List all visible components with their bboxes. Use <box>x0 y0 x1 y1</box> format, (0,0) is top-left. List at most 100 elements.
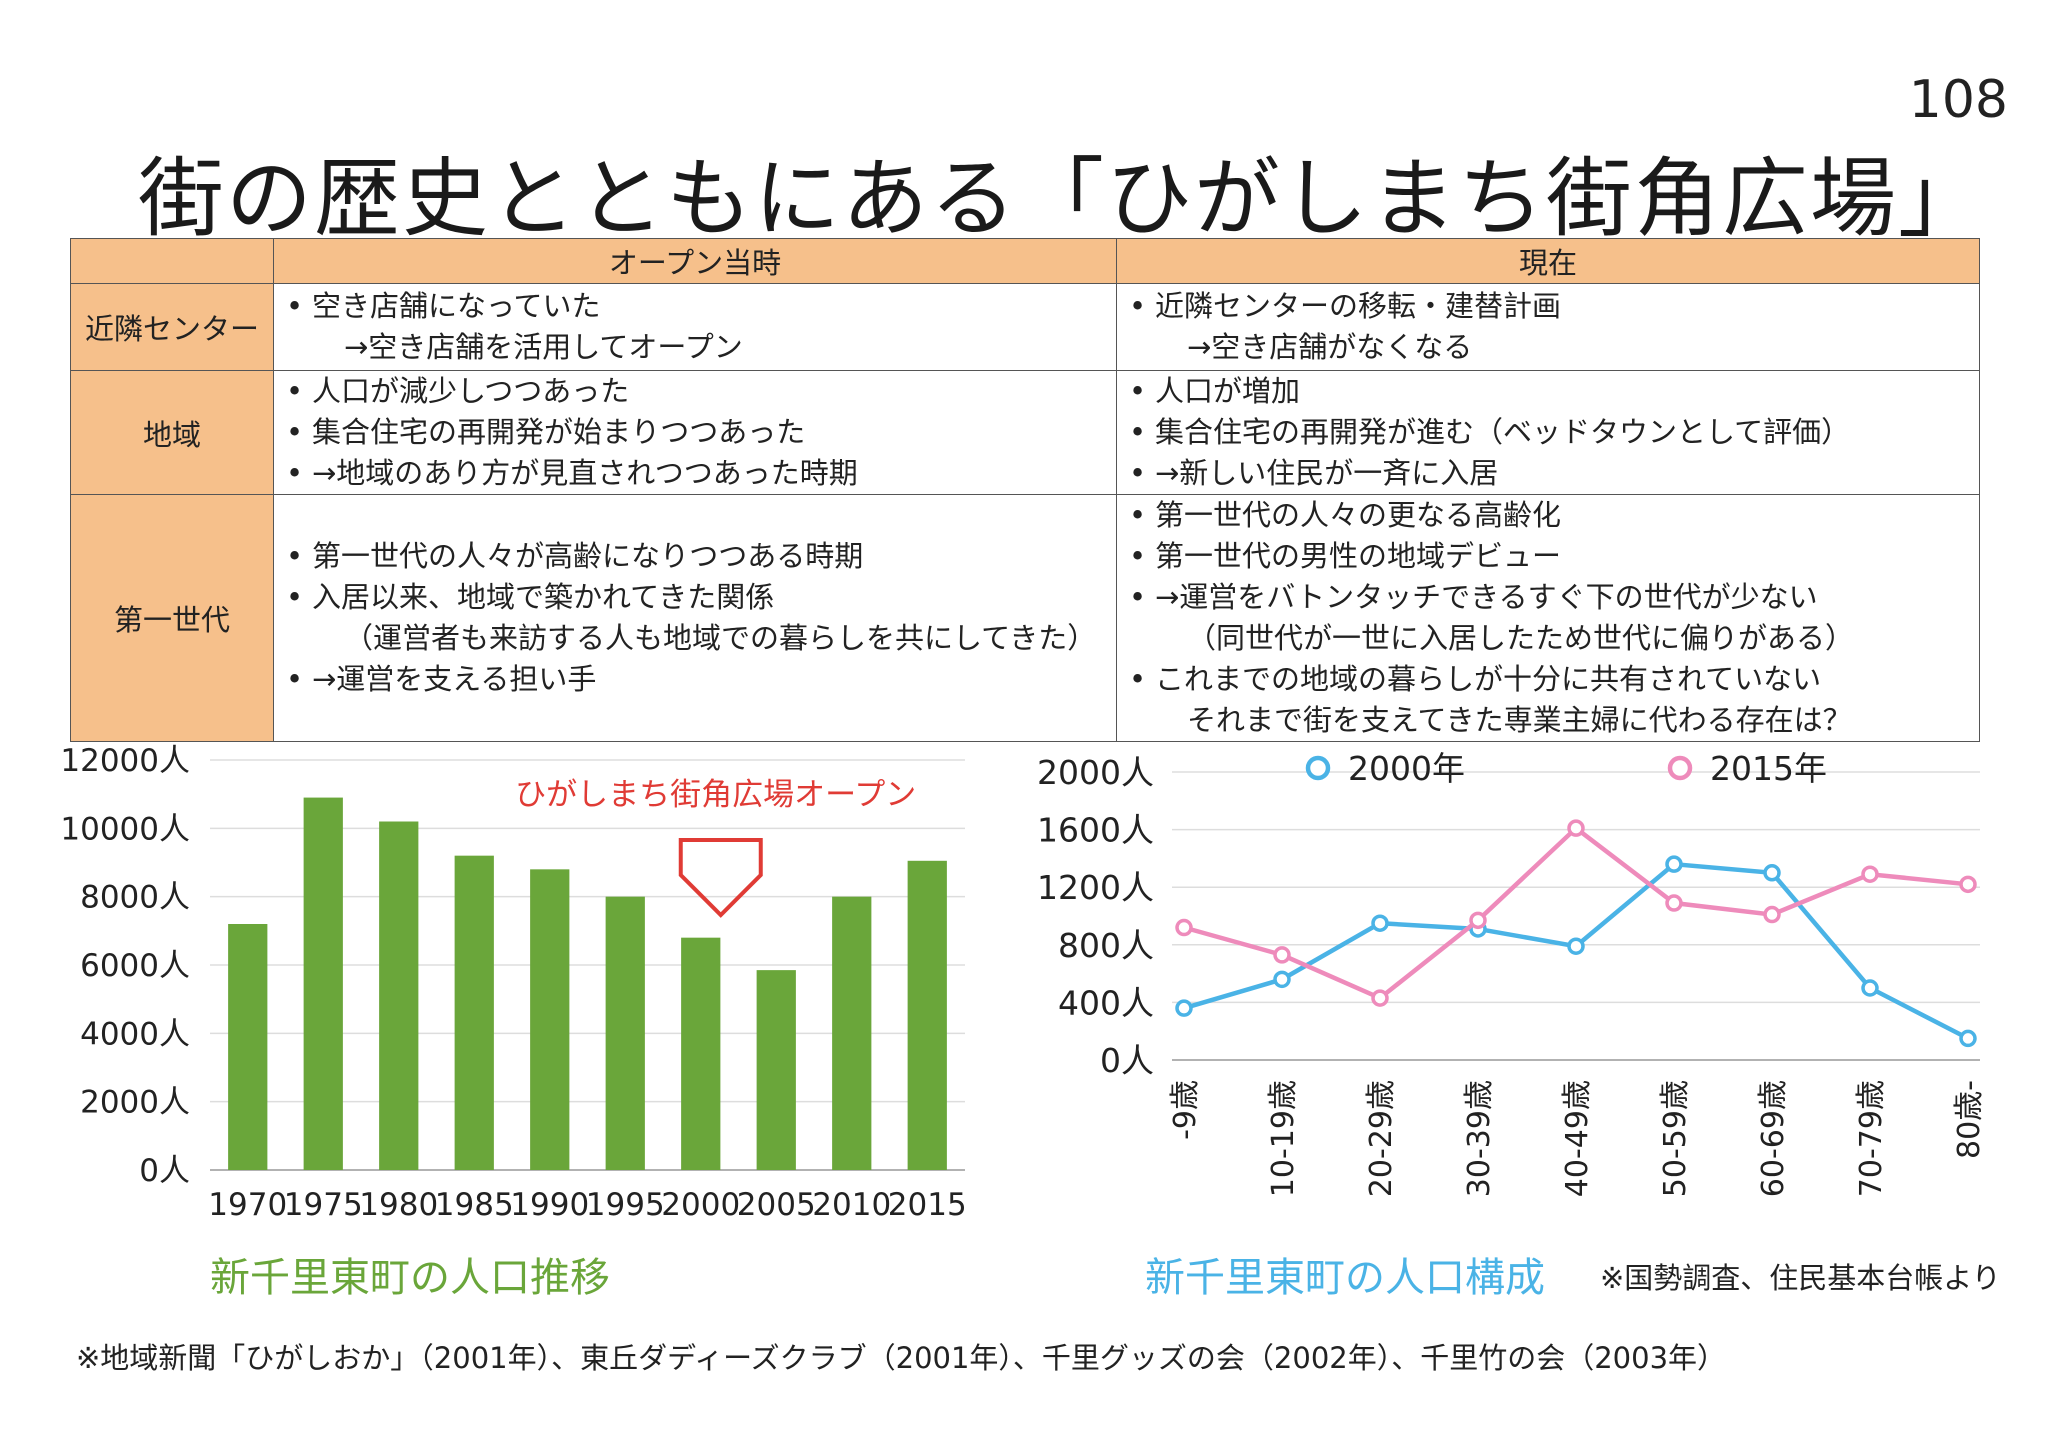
x-tick-label: 60-69歳 <box>1756 1080 1791 1197</box>
annotation-label: ひがしまち街角広場オープン <box>515 777 916 813</box>
open-cell: 人口が減少しつつあった集合住宅の再開発が始まりつつあった→地域のあり方が見直され… <box>273 370 1117 495</box>
data-point <box>1959 875 1977 894</box>
data-point <box>1567 819 1585 837</box>
x-tick-label: -9歳 <box>1168 1080 1203 1140</box>
bar <box>303 797 343 1170</box>
data-point <box>1371 989 1389 1007</box>
y-tick-label: 2000人 <box>1037 753 1154 792</box>
data-point <box>1273 946 1291 964</box>
data-point <box>1665 894 1683 912</box>
x-tick-label: 40-49歳 <box>1560 1080 1595 1197</box>
bar <box>530 869 570 1170</box>
bar <box>907 860 947 1170</box>
table-row: 地域 人口が減少しつつあった集合住宅の再開発が始まりつつあった→地域のあり方が見… <box>70 370 1980 495</box>
bar <box>681 937 721 1170</box>
bar-chart-title: 新千里東町の人口推移 <box>210 1255 610 1301</box>
bar <box>756 970 796 1170</box>
x-tick-label: 1990 <box>510 1187 589 1223</box>
x-tick-label: 2015 <box>888 1187 967 1223</box>
line-chart-title: 新千里東町の人口構成 <box>1145 1255 1545 1301</box>
bar <box>228 924 268 1170</box>
cell-line: 空き店舗になっていた <box>284 286 1106 327</box>
legend-marker <box>1305 755 1331 781</box>
y-tick-label: 1200人 <box>1037 868 1154 907</box>
x-tick-label: 1985 <box>435 1187 514 1223</box>
data-point <box>1567 937 1585 955</box>
data-point <box>1861 979 1879 997</box>
y-tick-label: 0人 <box>1100 1041 1154 1080</box>
cell-line: （運営者も来訪する人も地域での暮らしを共にしてきた） <box>344 621 1097 655</box>
cell-line: →地域のあり方が見直されつつあった時期 <box>284 453 1106 494</box>
x-tick-label: 80歳- <box>1952 1080 1987 1159</box>
x-tick-label: 1980 <box>359 1187 438 1223</box>
cell-line: 近隣センターの移転・建替計画 <box>1127 286 1969 327</box>
x-tick-label: 2005 <box>737 1187 816 1223</box>
bar <box>605 896 645 1170</box>
cell-line: →空き店舗を活用してオープン <box>344 330 743 364</box>
population-bar-chart: 0人2000人4000人6000人8000人10000人12000人197019… <box>60 743 967 1223</box>
y-tick-label: 0人 <box>139 1153 190 1189</box>
header-now: 現在 <box>1116 238 1980 284</box>
data-point <box>1763 864 1781 882</box>
now-cell: 近隣センターの移転・建替計画→空き店舗がなくなる <box>1116 283 1980 371</box>
row-label: 地域 <box>70 370 274 495</box>
y-tick-label: 6000人 <box>80 948 190 984</box>
footnote: ※地域新聞「ひがしおか」（2001年）、東丘ダディーズクラブ（2001年）、千里… <box>76 1341 1727 1375</box>
bar <box>454 855 494 1170</box>
x-tick-label: 2010 <box>812 1187 891 1223</box>
data-point <box>1469 911 1487 930</box>
cell-line: →運営を支える担い手 <box>284 659 1106 700</box>
cell-line: 第一世代の人々の更なる高齢化 <box>1127 495 1969 536</box>
y-tick-label: 400人 <box>1058 983 1154 1022</box>
x-tick-label: 2000 <box>661 1187 740 1223</box>
row-label: 近隣センター <box>70 283 274 371</box>
x-tick-label: 1970 <box>208 1187 287 1223</box>
table-row: 近隣センター 空き店舗になっていた→空き店舗を活用してオープン 近隣センターの移… <box>70 283 1980 371</box>
y-tick-label: 12000人 <box>60 743 190 779</box>
x-tick-label: 70-79歳 <box>1854 1080 1889 1197</box>
page-number: 108 <box>1908 70 2008 130</box>
legend-label: 2000年 <box>1348 749 1465 788</box>
x-tick-label: 50-59歳 <box>1658 1080 1693 1197</box>
data-point <box>1665 855 1683 873</box>
x-tick-label: 1975 <box>284 1187 363 1223</box>
bar <box>832 896 872 1170</box>
cell-line: 集合住宅の再開発が進む（ベッドタウンとして評価） <box>1127 412 1969 453</box>
open-cell: 第一世代の人々が高齢になりつつある時期入居以来、地域で築かれてきた関係（運営者も… <box>273 494 1117 742</box>
age-line-chart: 0人 400人 800人 1200人 1600人 2000人 -9歳 10-19歳 20-29歳… <box>1037 749 1987 1197</box>
cell-line: →新しい住民が一斉に入居 <box>1127 453 1969 494</box>
page-title: 街の歴史とともにある「ひがしまち街角広場」 <box>138 149 1986 249</box>
bar <box>379 821 419 1170</box>
x-tick-label: 1995 <box>586 1187 665 1223</box>
data-point <box>1273 970 1291 989</box>
table-row: 第一世代 第一世代の人々が高齢になりつつある時期入居以来、地域で築かれてきた関係… <box>70 494 1980 742</box>
cell-line: 入居以来、地域で築かれてきた関係 <box>284 577 1106 618</box>
source-note: ※国勢調査、住民基本台帳より <box>1600 1261 2001 1295</box>
y-tick-label: 8000人 <box>80 880 190 916</box>
y-tick-label: 4000人 <box>80 1016 190 1052</box>
down-arrow-icon <box>678 838 763 918</box>
x-tick-label: 10-19歳 <box>1266 1080 1301 1197</box>
data-point <box>1371 914 1389 932</box>
data-point <box>1959 1029 1977 1048</box>
open-cell: 空き店舗になっていた→空き店舗を活用してオープン <box>273 283 1117 371</box>
header-corner <box>70 238 274 284</box>
series-line <box>1183 825 1969 1001</box>
legend-label: 2015年 <box>1710 749 1827 788</box>
cell-line: 集合住宅の再開発が始まりつつあった <box>284 412 1106 453</box>
x-tick-label: 30-39歳 <box>1462 1080 1497 1197</box>
legend-marker <box>1667 755 1693 781</box>
y-tick-label: 10000人 <box>60 811 190 847</box>
row-label: 第一世代 <box>70 494 274 742</box>
data-point <box>1175 999 1193 1017</box>
table-header-row: オープン当時 現在 <box>70 238 1980 284</box>
cell-line: （同世代が一世に入居したため世代に偏りがある） <box>1187 621 1855 655</box>
cell-line: →空き店舗がなくなる <box>1187 330 1473 364</box>
now-cell: 人口が増加集合住宅の再開発が進む（ベッドタウンとして評価）→新しい住民が一斉に入… <box>1116 370 1980 495</box>
data-point <box>1175 918 1193 937</box>
cell-line: 第一世代の男性の地域デビュー <box>1127 536 1969 577</box>
cell-line: それまで街を支えてきた専業主婦に代わる存在は？ <box>1187 703 1852 737</box>
y-tick-label: 800人 <box>1058 926 1154 965</box>
comparison-table: オープン当時 現在 近隣センター 空き店舗になっていた→空き店舗を活用してオープ… <box>70 238 1980 742</box>
y-tick-label: 1600人 <box>1037 811 1154 850</box>
